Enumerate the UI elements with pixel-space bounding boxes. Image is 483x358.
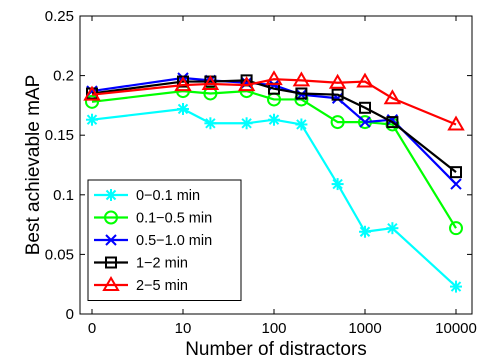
- y-tick-label: 0: [66, 306, 74, 323]
- legend-label: 0.5−1.0 min: [136, 233, 212, 249]
- data-point: [386, 222, 399, 235]
- series-3: [86, 74, 462, 179]
- data-point: [295, 118, 308, 131]
- data-point: [201, 74, 220, 90]
- legend-marker: [105, 189, 117, 201]
- series-line: [91, 107, 457, 288]
- series-line: [91, 76, 457, 185]
- legend-label: 2−5 min: [136, 278, 188, 294]
- data-point: [292, 71, 311, 87]
- legend-item: 2−5 min: [94, 276, 188, 294]
- series-4: [83, 70, 465, 131]
- ticks-layer: 0 0.05 0.1 0.15 0.2 0.25 0 10 100 1000 10000: [45, 8, 477, 337]
- data-point: [86, 113, 98, 126]
- series-0: [86, 102, 462, 293]
- data-point: [240, 117, 253, 130]
- data-point: [237, 76, 256, 92]
- data-point: [356, 72, 374, 88]
- x-tick-label: 10000: [435, 320, 477, 337]
- data-point: [331, 88, 344, 101]
- legend-marker: [105, 256, 117, 269]
- data-point: [328, 73, 347, 89]
- data-point: [450, 178, 462, 190]
- legend-item: 0−0.1 min: [94, 188, 200, 204]
- data-point: [204, 117, 217, 130]
- data-point: [330, 115, 345, 130]
- data-point: [331, 178, 344, 191]
- y-axis-label: Best achievable mAP: [23, 75, 44, 256]
- legend-item: 1−2 min: [94, 256, 188, 272]
- x-tick-label: 100: [261, 320, 286, 337]
- legend-marker: [105, 234, 117, 246]
- series-layer: [83, 70, 465, 293]
- series-line: [91, 89, 457, 229]
- x-tick-label: 10: [175, 320, 192, 337]
- data-point: [177, 102, 189, 115]
- data-point: [268, 113, 280, 126]
- legend-label: 0.1−0.5 min: [136, 211, 212, 227]
- data-point: [83, 85, 101, 101]
- data-point: [450, 280, 462, 293]
- data-point: [449, 221, 463, 236]
- legend-label: 0−0.1 min: [136, 188, 200, 204]
- legend-label: 1−2 min: [136, 256, 188, 272]
- legend-marker: [104, 210, 118, 225]
- legend: 0−0.1 min 0.1−0.5 min 0.5−1.0 min 1−2 min 2−…: [87, 179, 242, 301]
- x-axis-label: Number of distractors: [185, 339, 367, 358]
- x-tick-label: 1000: [348, 320, 381, 337]
- y-tick-label: 0.2: [53, 68, 74, 85]
- data-point: [295, 87, 308, 100]
- legend-item: 0.5−1.0 min: [94, 233, 212, 249]
- series-line: [91, 79, 457, 174]
- y-tick-label: 0.25: [45, 8, 74, 25]
- legend-item: 0.1−0.5 min: [94, 210, 212, 227]
- data-point: [85, 94, 99, 109]
- data-point: [383, 89, 402, 105]
- y-tick-label: 0.05: [45, 246, 74, 263]
- data-point: [359, 101, 371, 114]
- series-line: [91, 78, 457, 126]
- data-point: [450, 166, 462, 179]
- y-tick-label: 0.15: [45, 127, 74, 144]
- data-point: [386, 116, 399, 129]
- legend-marker: [102, 276, 120, 291]
- data-point: [265, 70, 283, 86]
- data-point: [359, 116, 371, 128]
- y-tick-label: 0.1: [53, 187, 74, 204]
- data-point: [359, 225, 371, 238]
- data-point: [447, 115, 465, 131]
- x-tick-label: 0: [88, 320, 96, 337]
- data-point: [174, 76, 192, 92]
